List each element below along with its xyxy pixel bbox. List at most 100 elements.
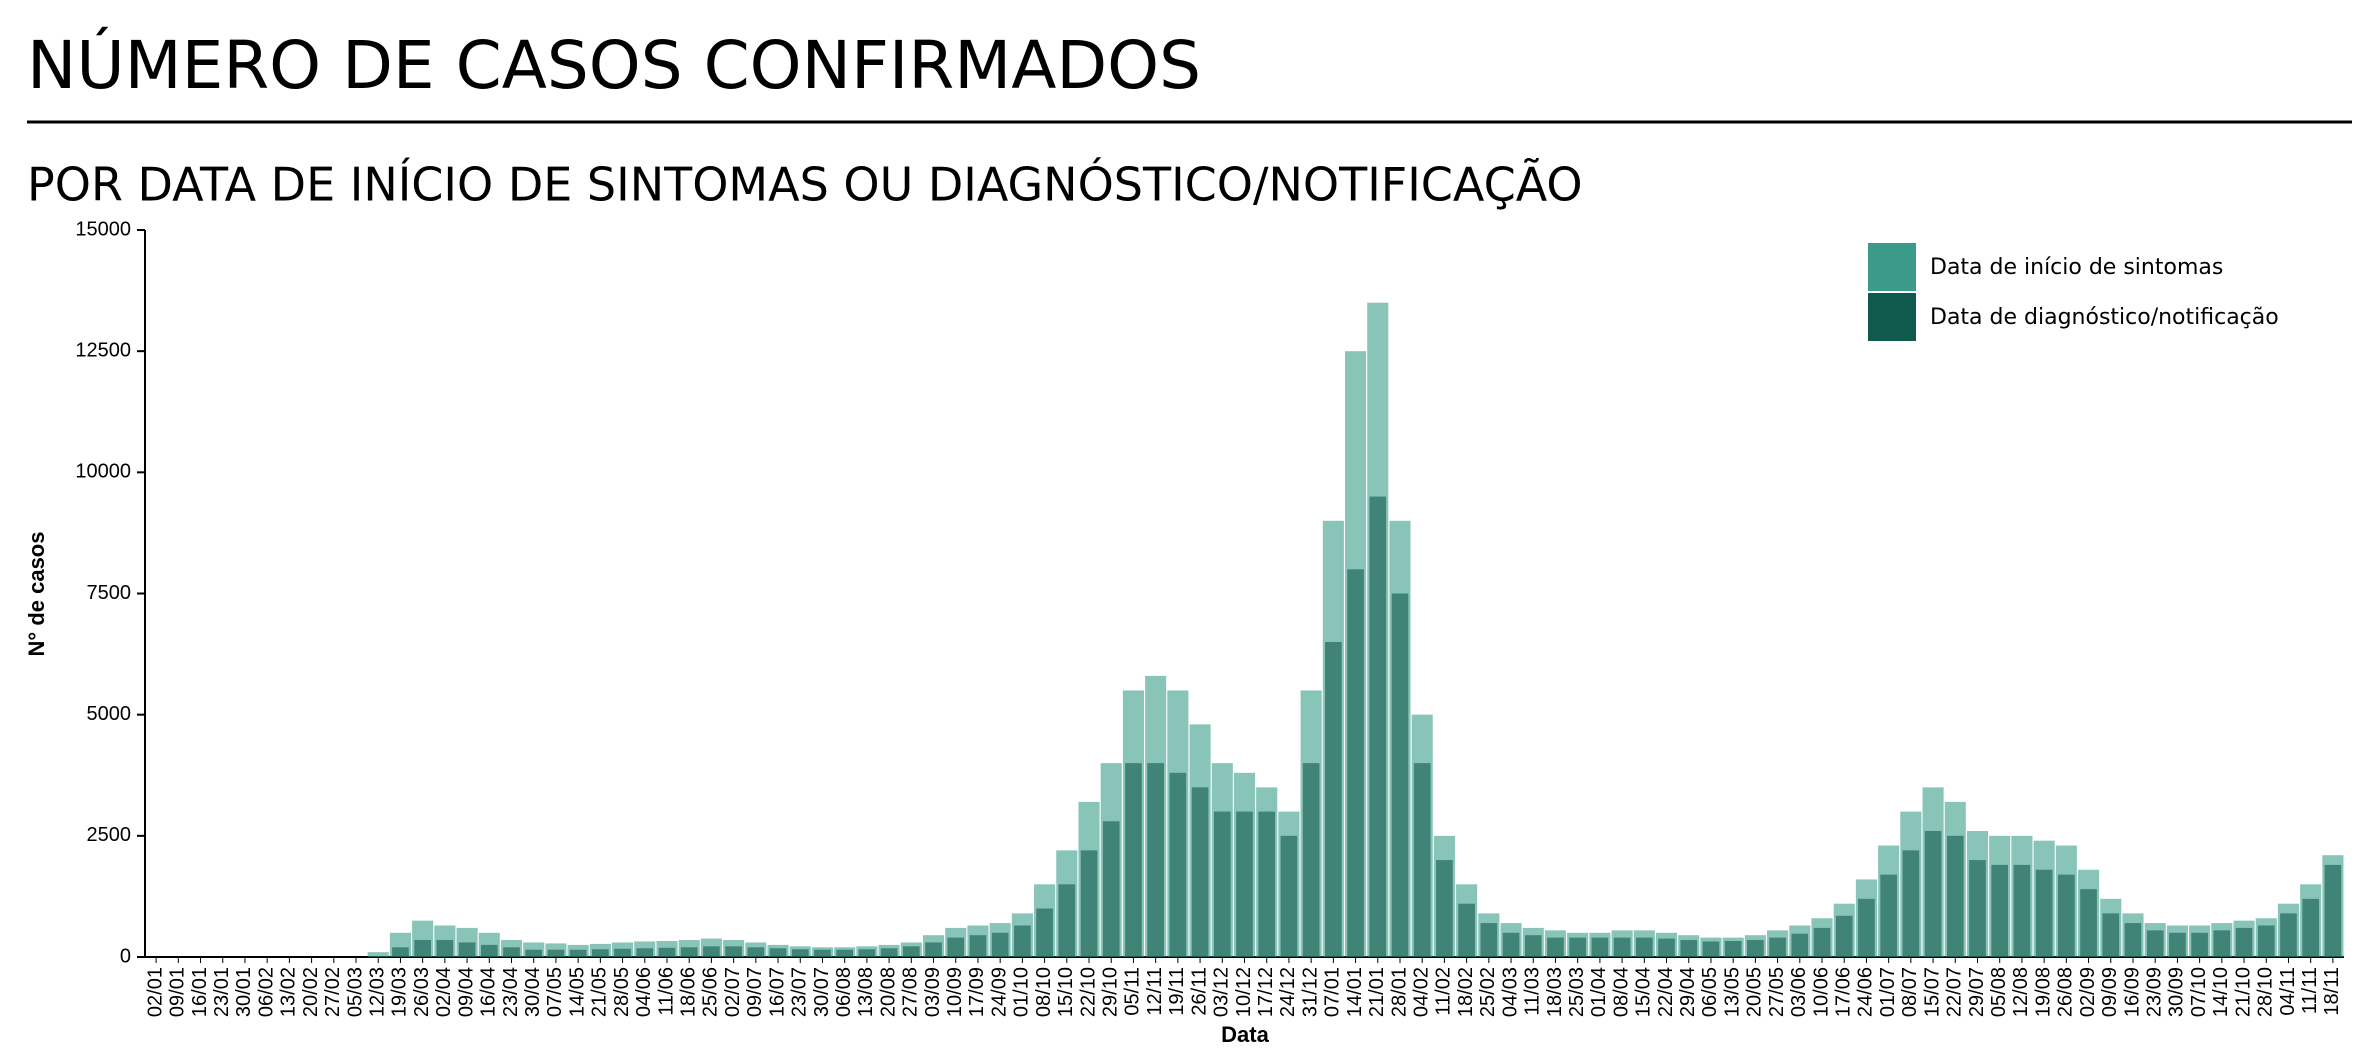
bar — [1236, 811, 1253, 957]
x-tick-label: 21/01 — [1366, 967, 1388, 1017]
bar — [1125, 763, 1142, 957]
x-tick-label: 01/10 — [1011, 967, 1033, 1017]
bar — [1591, 937, 1609, 957]
bar — [2124, 923, 2142, 957]
x-tick-label: 23/01 — [211, 967, 233, 1017]
x-tick-label: 02/07 — [722, 967, 744, 1017]
bar — [1502, 932, 1520, 957]
bar — [614, 948, 631, 957]
x-tick-label: 23/09 — [2143, 967, 2165, 1017]
x-tick-label: 04/03 — [1499, 967, 1521, 1017]
bar — [1258, 811, 1276, 957]
bar — [2035, 869, 2053, 957]
x-tick-label: 24/09 — [988, 967, 1010, 1017]
bar — [458, 942, 476, 957]
x-tick-label: 30/07 — [811, 967, 833, 1017]
bar — [1480, 923, 1498, 957]
x-tick-label: 16/07 — [766, 967, 788, 1017]
bar — [2280, 913, 2297, 957]
bar — [2080, 889, 2097, 957]
x-tick-label: 04/06 — [633, 967, 655, 1017]
bar — [1747, 940, 1764, 957]
bar — [2058, 874, 2075, 957]
x-tick-label: 29/07 — [1966, 967, 1988, 1017]
x-tick-label: 17/09 — [966, 967, 988, 1017]
bar — [1413, 763, 1431, 957]
x-tick-label: 16/04 — [478, 967, 500, 1017]
bar — [1680, 940, 1698, 957]
x-tick-label: 28/01 — [1388, 967, 1410, 1017]
x-tick-label: 29/04 — [1677, 967, 1699, 1017]
x-tick-label: 13/08 — [855, 967, 877, 1017]
legend-swatch — [1868, 243, 1916, 291]
bar — [1169, 772, 1187, 957]
x-tick-label: 27/02 — [322, 967, 344, 1017]
x-tick-label: 22/10 — [1077, 967, 1099, 1017]
bar — [1946, 835, 1964, 957]
legend-swatch — [1868, 293, 1916, 341]
bar — [1924, 830, 1942, 957]
x-axis-label: Data — [1221, 1022, 1269, 1047]
bar — [925, 942, 942, 957]
bar — [592, 949, 609, 957]
x-tick-label: 22/04 — [1655, 967, 1677, 1017]
x-tick-label: 31/12 — [1299, 967, 1321, 1017]
bar — [367, 952, 389, 957]
x-tick-label: 25/03 — [1566, 967, 1588, 1017]
x-tick-label: 12/03 — [367, 967, 389, 1017]
y-tick-label: 12500 — [75, 339, 131, 361]
bar — [1347, 569, 1364, 957]
bar — [902, 946, 920, 957]
bar — [1369, 496, 1387, 957]
bar — [880, 948, 898, 957]
bar — [1280, 835, 1298, 957]
y-tick-label: 10000 — [75, 461, 131, 483]
x-tick-label: 27/05 — [1766, 967, 1788, 1017]
bar — [636, 948, 654, 957]
x-tick-label: 20/08 — [877, 967, 899, 1017]
x-tick-label: 13/02 — [278, 967, 300, 1017]
x-tick-label: 21/10 — [2232, 967, 2254, 1017]
x-tick-label: 18/02 — [1455, 967, 1477, 1017]
x-tick-label: 18/03 — [1544, 967, 1566, 1017]
bar — [769, 948, 787, 957]
x-tick-label: 02/01 — [144, 967, 166, 1017]
bar — [991, 932, 1009, 957]
x-tick-label: 03/06 — [1788, 967, 1810, 1017]
bar — [547, 949, 565, 957]
bar — [369, 956, 387, 957]
bar — [503, 947, 520, 957]
x-tick-label: 29/10 — [1100, 967, 1122, 1017]
y-tick-label: 0 — [120, 945, 131, 967]
x-tick-label: 09/01 — [167, 967, 189, 1017]
x-tick-label: 18/11 — [2321, 967, 2343, 1016]
bar — [2102, 913, 2120, 957]
bar — [392, 947, 409, 957]
bar — [814, 949, 831, 957]
bar — [703, 946, 720, 957]
bar — [947, 937, 965, 957]
bar — [414, 940, 431, 957]
bar — [725, 946, 742, 957]
bar — [2013, 864, 2031, 957]
bar — [1547, 937, 1564, 957]
bar — [1325, 641, 1342, 957]
x-tick-label: 13/05 — [1721, 967, 1743, 1017]
x-tick-label: 19/03 — [389, 967, 411, 1017]
bar — [1036, 908, 1053, 957]
x-tick-label: 10/09 — [944, 967, 966, 1017]
bar — [1391, 593, 1409, 957]
x-tick-label: 08/10 — [1033, 967, 1055, 1017]
x-tick-label: 25/02 — [1477, 967, 1499, 1017]
x-tick-label: 21/05 — [589, 967, 611, 1017]
bar — [2169, 932, 2186, 957]
bar — [1102, 821, 1120, 957]
bar — [747, 947, 765, 957]
x-tick-label: 14/05 — [566, 967, 588, 1017]
bar — [1991, 864, 2009, 957]
legend-label: Data de diagnóstico/notificação — [1930, 305, 2279, 330]
x-tick-label: 02/09 — [2077, 967, 2099, 1017]
bar — [1835, 915, 1853, 957]
x-tick-label: 08/07 — [1899, 967, 1921, 1017]
x-tick-label: 16/09 — [2121, 967, 2143, 1017]
